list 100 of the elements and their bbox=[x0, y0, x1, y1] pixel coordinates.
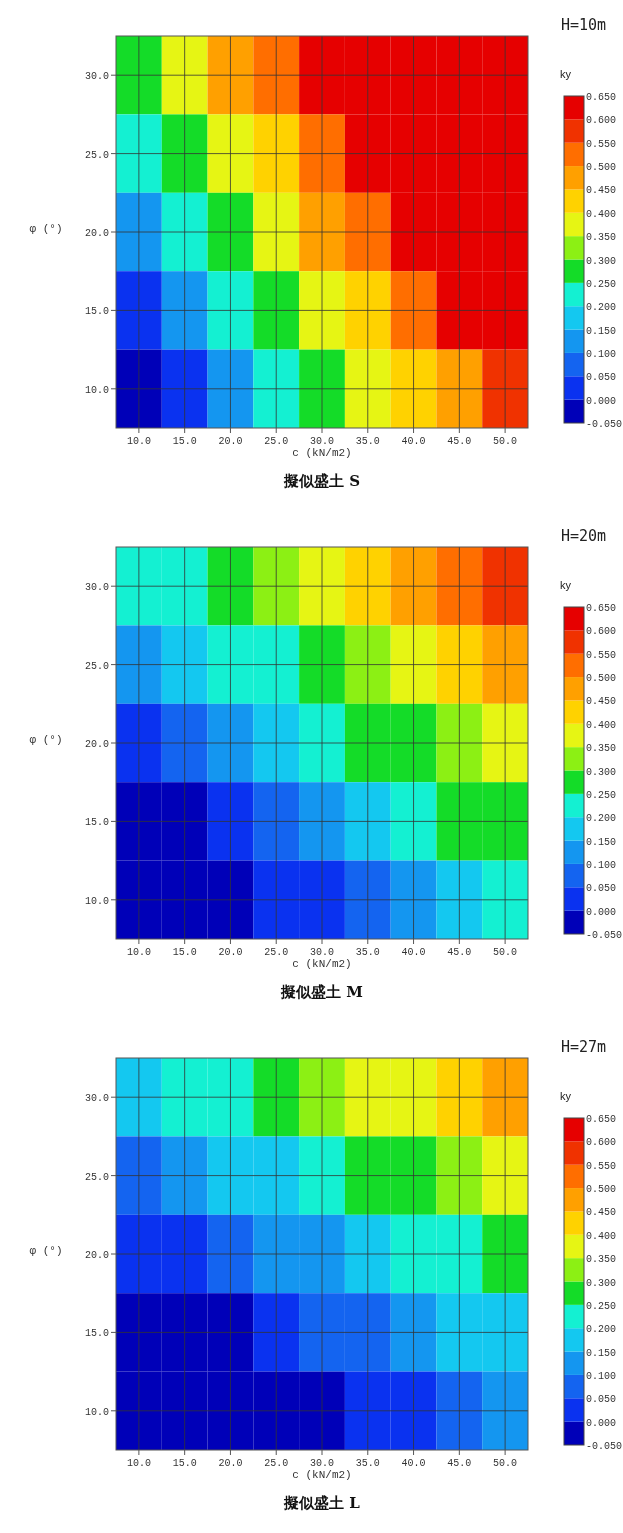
x-tick-label: 35.0 bbox=[355, 1458, 380, 1469]
y-axis-title: φ (°) bbox=[29, 223, 63, 235]
color-bar-label: 0.250 bbox=[586, 1300, 617, 1312]
y-tick-label: 15.0 bbox=[84, 306, 109, 318]
x-tick-label: 25.0 bbox=[264, 947, 289, 958]
x-tick-label: 30.0 bbox=[309, 436, 335, 447]
x-tick-label: 45.0 bbox=[447, 1458, 472, 1469]
color-bar-label: 0.500 bbox=[586, 162, 617, 174]
x-tick-label: 45.0 bbox=[447, 436, 472, 447]
y-tick-label: 15.0 bbox=[84, 1328, 109, 1340]
color-bar-label: 0.150 bbox=[586, 325, 617, 337]
x-tick-label: 50.0 bbox=[493, 947, 518, 958]
color-bar-label: 0.100 bbox=[586, 1370, 617, 1382]
text: H=27m bbox=[561, 1038, 607, 1056]
x-tick-label: 10.0 bbox=[126, 947, 151, 958]
color-bar-label: 0.400 bbox=[586, 1230, 617, 1242]
x-tick-label: 40.0 bbox=[401, 947, 426, 958]
color-bar-label: 0.400 bbox=[586, 719, 617, 731]
color-bar-label: 0.450 bbox=[586, 696, 617, 708]
color-bar-label: 0.150 bbox=[586, 836, 617, 848]
y-tick-label: 25.0 bbox=[84, 149, 109, 161]
x-tick-label: 10.0 bbox=[126, 436, 151, 447]
x-tick-label: 25.0 bbox=[264, 1458, 289, 1469]
color-bar-label: 0.050 bbox=[586, 883, 617, 895]
color-bar-title: ky bbox=[560, 579, 572, 591]
x-tick-label: 20.0 bbox=[218, 1458, 243, 1469]
y-tick-label: 10.0 bbox=[84, 1406, 109, 1418]
color-bar-label: 0.350 bbox=[586, 232, 617, 244]
x-tick-label: 15.0 bbox=[172, 436, 197, 447]
x-tick-label: 35.0 bbox=[355, 947, 380, 958]
color-bar-label: 0.650 bbox=[586, 603, 617, 614]
color-bar-label: 0.050 bbox=[586, 1394, 617, 1406]
x-tick-label: 15.0 bbox=[172, 1458, 197, 1469]
color-bar-label: 0.250 bbox=[586, 789, 617, 801]
color-bar-label: 0.050 bbox=[586, 372, 617, 384]
x-tick-label: 45.0 bbox=[447, 947, 472, 958]
color-bar-label: 0.600 bbox=[586, 626, 617, 638]
text: H=20m bbox=[561, 527, 607, 545]
color-bar-label: 0.500 bbox=[586, 673, 617, 685]
x-tick-label: 30.0 bbox=[309, 947, 335, 958]
text: 擬似盛土 L bbox=[283, 1494, 361, 1512]
y-tick-label: 30.0 bbox=[84, 1093, 109, 1105]
x-tick-label: 50.0 bbox=[493, 436, 518, 447]
color-bar-label: 0.350 bbox=[586, 743, 617, 755]
color-bar-label: 0.000 bbox=[586, 906, 617, 918]
x-tick-label: 30.0 bbox=[309, 1458, 335, 1469]
x-axis-title: c (kN/m2) bbox=[292, 958, 352, 970]
y-tick-label: 20.0 bbox=[84, 1250, 109, 1261]
text: 擬似盛土 S bbox=[282, 472, 361, 490]
color-bar-label: -0.050 bbox=[586, 930, 623, 941]
color-bar-label: 0.300 bbox=[586, 255, 617, 267]
color-bar-label: 0.550 bbox=[586, 1160, 617, 1172]
y-tick-label: 20.0 bbox=[84, 739, 109, 750]
y-tick-label: 20.0 bbox=[84, 228, 109, 239]
color-bar-label: -0.050 bbox=[586, 1441, 623, 1452]
x-tick-label: 50.0 bbox=[493, 1458, 518, 1469]
x-tick-label: 40.0 bbox=[401, 1458, 426, 1469]
text: H=10m bbox=[561, 16, 607, 34]
y-axis-title: φ (°) bbox=[29, 734, 63, 746]
color-bar-label: 0.450 bbox=[586, 185, 617, 197]
color-bar-label: 0.000 bbox=[586, 395, 617, 407]
color-bar-label: 0.200 bbox=[586, 813, 617, 825]
color-bar-label: 0.300 bbox=[586, 1277, 617, 1289]
color-bar-label: 0.550 bbox=[586, 138, 617, 150]
color-bar-label: 0.600 bbox=[586, 115, 617, 127]
y-tick-label: 30.0 bbox=[84, 71, 109, 83]
color-bar-label: 0.200 bbox=[586, 302, 617, 314]
x-tick-label: 10.0 bbox=[126, 1458, 151, 1469]
x-axis-title: c (kN/m2) bbox=[292, 1469, 352, 1481]
color-bar-label: 0.000 bbox=[586, 1417, 617, 1429]
color-bar-label: 0.300 bbox=[586, 766, 617, 778]
color-bar-label: 0.100 bbox=[586, 348, 617, 360]
color-bar-label: 0.200 bbox=[586, 1324, 617, 1336]
color-bar-title: ky bbox=[560, 68, 572, 80]
x-axis-title: c (kN/m2) bbox=[292, 447, 352, 459]
color-bar-label: 0.600 bbox=[586, 1137, 617, 1149]
color-bar-label: 0.350 bbox=[586, 1254, 617, 1266]
y-tick-label: 10.0 bbox=[84, 895, 109, 907]
x-tick-label: 20.0 bbox=[218, 436, 243, 447]
y-axis-title: φ (°) bbox=[29, 1245, 63, 1257]
y-tick-label: 25.0 bbox=[84, 1171, 109, 1183]
x-tick-label: 35.0 bbox=[355, 436, 380, 447]
text: 擬似盛土 M bbox=[280, 983, 363, 1001]
color-bar-label: 0.550 bbox=[586, 649, 617, 661]
color-bar-label: 0.400 bbox=[586, 208, 617, 220]
color-bar-label: 0.650 bbox=[586, 1114, 617, 1125]
y-tick-label: 25.0 bbox=[84, 660, 109, 672]
color-bar-label: 0.100 bbox=[586, 859, 617, 871]
y-tick-label: 10.0 bbox=[84, 384, 109, 396]
color-bar-label: -0.050 bbox=[586, 419, 623, 430]
x-tick-label: 20.0 bbox=[218, 947, 243, 958]
x-tick-label: 25.0 bbox=[264, 436, 289, 447]
color-bar-title: ky bbox=[560, 1090, 572, 1102]
color-bar-label: 0.250 bbox=[586, 278, 617, 290]
y-tick-label: 30.0 bbox=[84, 582, 109, 594]
x-tick-label: 15.0 bbox=[172, 947, 197, 958]
x-tick-label: 40.0 bbox=[401, 436, 426, 447]
color-bar-label: 0.150 bbox=[586, 1347, 617, 1359]
color-bar-label: 0.500 bbox=[586, 1184, 617, 1196]
color-bar-label: 0.450 bbox=[586, 1207, 617, 1219]
